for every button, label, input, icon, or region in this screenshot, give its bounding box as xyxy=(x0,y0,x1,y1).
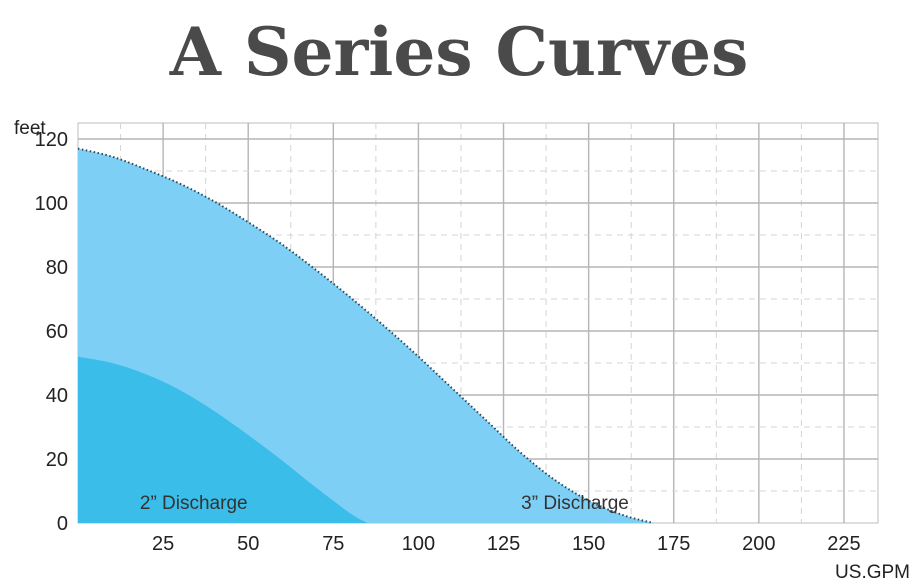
area-two-inch-discharge xyxy=(78,356,368,523)
chart-title: A Series Curves xyxy=(169,13,749,91)
y-tick-label: 100 xyxy=(35,193,68,215)
x-tick-label: 50 xyxy=(237,533,259,555)
x-axis-label: US.GPM xyxy=(835,562,910,583)
x-tick-label: 175 xyxy=(657,533,690,555)
plot-areas: 3” Discharge 2” Discharge xyxy=(77,147,654,524)
y-tick-label: 40 xyxy=(46,385,68,407)
x-tick-label: 100 xyxy=(402,533,435,555)
x-tick-label: 150 xyxy=(572,533,605,555)
x-tick-label: 225 xyxy=(827,533,860,555)
tick-labels: 25 50 75 100 125 150 175 200 225 0 20 40 60 80 100 120 xyxy=(35,129,861,555)
x-tick-label: 75 xyxy=(322,533,344,555)
x-tick-label: 125 xyxy=(487,533,520,555)
curve-three-inch-discharge xyxy=(77,147,654,524)
y-tick-label: 120 xyxy=(35,129,68,151)
y-tick-label: 80 xyxy=(46,257,68,279)
x-tick-label: 25 xyxy=(152,533,174,555)
y-tick-label: 20 xyxy=(46,449,68,471)
y-axis-label: feet xyxy=(14,118,46,139)
series-label-two-inch-discharge: 2” Discharge xyxy=(140,493,248,514)
x-tick-label: 200 xyxy=(742,533,775,555)
y-tick-label: 60 xyxy=(46,321,68,343)
series-label-three-inch-discharge: 3” Discharge xyxy=(521,493,629,514)
y-tick-label: 0 xyxy=(57,513,68,535)
